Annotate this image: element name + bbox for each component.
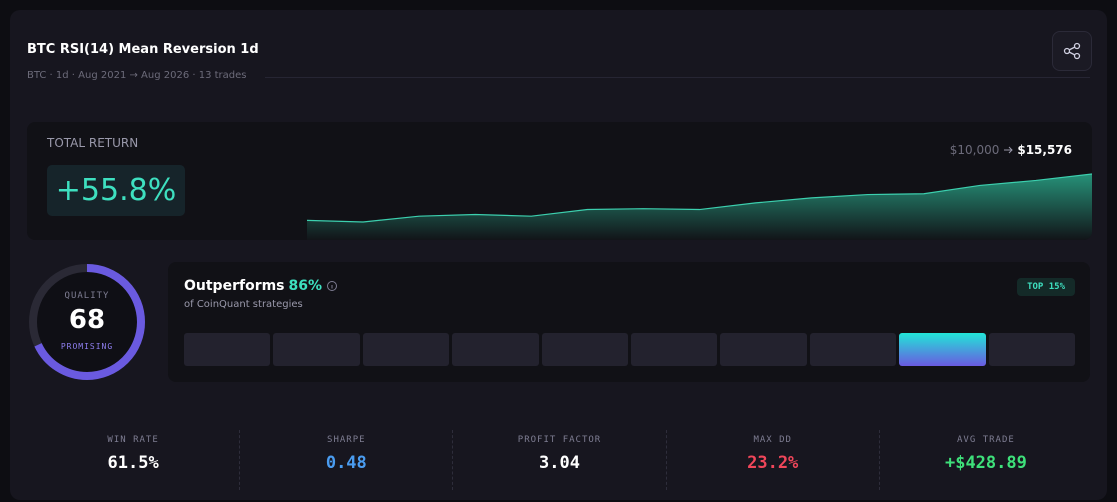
rank-badge: TOP 15% bbox=[1017, 278, 1075, 296]
stat: PROFIT FACTOR 3.04 bbox=[452, 430, 665, 490]
stat-value: 61.5% bbox=[107, 453, 159, 473]
quality-label: QUALITY bbox=[64, 291, 110, 301]
stats-row: WIN RATE 61.5% SHARPE 0.48 PROFIT FACTOR 3.04… bbox=[27, 430, 1092, 490]
start-capital: $10,000 bbox=[949, 143, 1000, 157]
stat-label: PROFIT FACTOR bbox=[517, 435, 602, 445]
stat: SHARPE 0.48 bbox=[239, 430, 452, 490]
percentile-title: Outperforms bbox=[184, 278, 285, 294]
share-icon bbox=[1063, 42, 1081, 60]
percentile-bar bbox=[631, 333, 718, 366]
percentile-bar bbox=[988, 333, 1076, 366]
stat-label: MAX DD bbox=[753, 435, 792, 445]
title: BTC RSI(14) Mean Reversion 1d bbox=[27, 42, 259, 57]
percentile-bar bbox=[541, 333, 629, 366]
equity-line bbox=[306, 173, 1092, 223]
percentile-bar bbox=[809, 333, 897, 366]
stat: AVG TRADE +$428.89 bbox=[878, 430, 1092, 490]
gauge-arc bbox=[29, 264, 145, 380]
stat-value: 23.2% bbox=[747, 453, 799, 473]
equity-area bbox=[307, 174, 1092, 240]
end-capital: $15,576 bbox=[1017, 143, 1072, 157]
stat-value: 0.48 bbox=[325, 453, 367, 473]
arrow bbox=[1004, 146, 1014, 154]
percentile-bar bbox=[184, 333, 271, 366]
share-button[interactable] bbox=[1052, 31, 1092, 71]
subtitle: BTC · 1d · Aug 2021 → Aug 2026 · 13 trad… bbox=[27, 70, 247, 81]
stat: WIN RATE 61.5% bbox=[27, 430, 239, 490]
stat-label: SHARPE bbox=[327, 435, 366, 445]
percentile-bars bbox=[184, 333, 1076, 366]
return-range: $10,000 $15,576 bbox=[950, 143, 1072, 157]
return-panel: TOTAL RETURN +55.8% $10,000 $15,576 bbox=[27, 122, 1092, 240]
percentile-bar-active bbox=[899, 333, 986, 366]
info-icon[interactable] bbox=[326, 280, 338, 292]
stat-value: 3.04 bbox=[539, 453, 580, 473]
percentile-bar bbox=[720, 333, 807, 366]
percentile-panel: Outperforms 86% of CoinQuant strategies … bbox=[168, 262, 1090, 382]
percentile-heading: Outperforms 86% bbox=[184, 278, 338, 294]
percentile-value: 86% bbox=[288, 278, 323, 294]
quality-score: 68 bbox=[68, 305, 106, 335]
strategy-card bbox=[10, 10, 1107, 500]
percentile-caption: of CoinQuant strategies bbox=[184, 299, 303, 310]
percentile-bar bbox=[273, 333, 360, 366]
percentile-bar bbox=[452, 333, 539, 366]
equity-chart bbox=[306, 173, 1092, 240]
stat-label: WIN RATE bbox=[107, 435, 159, 445]
return-value: +55.8% bbox=[47, 165, 185, 216]
quality-gauge bbox=[29, 264, 145, 380]
return-label: TOTAL RETURN bbox=[47, 136, 139, 150]
quality-rating: PROMISING bbox=[60, 342, 114, 351]
divider bbox=[265, 77, 1090, 78]
stat-value: +$428.89 bbox=[944, 453, 1027, 473]
stat: MAX DD 23.2% bbox=[665, 430, 879, 490]
percentile-bar bbox=[362, 333, 450, 366]
stat-label: AVG TRADE bbox=[957, 435, 1015, 445]
